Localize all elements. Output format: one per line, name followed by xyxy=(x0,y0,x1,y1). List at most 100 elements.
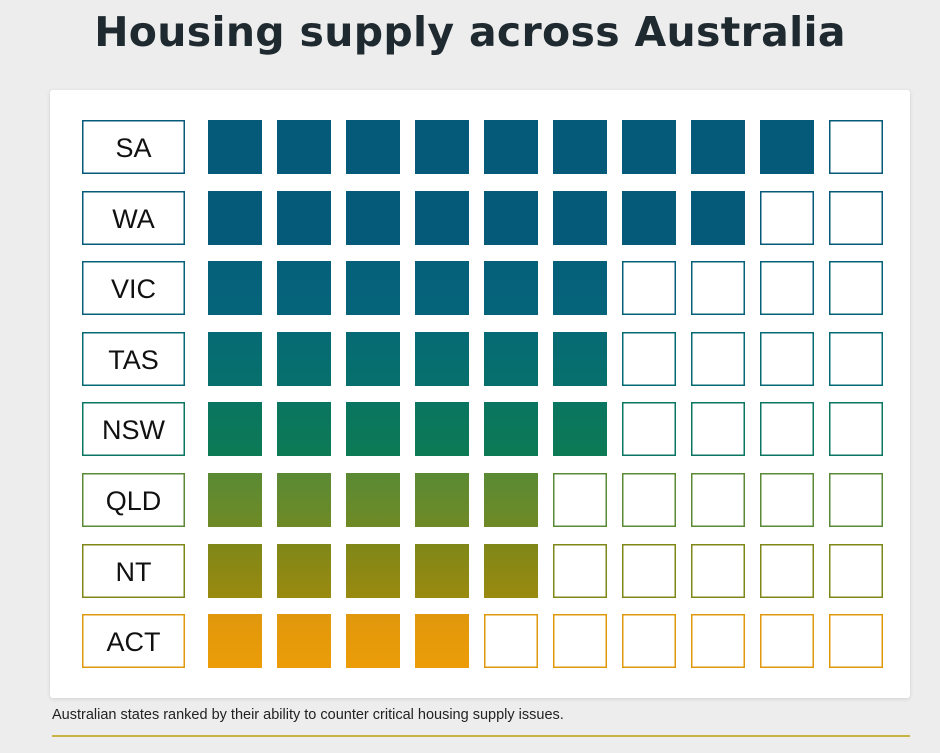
filled-cell xyxy=(484,544,538,598)
empty-cell xyxy=(691,473,745,527)
empty-cell xyxy=(829,332,883,386)
row-label: WA xyxy=(112,204,155,234)
filled-cell xyxy=(553,402,607,456)
row-label-box xyxy=(82,614,185,668)
filled-cell xyxy=(484,120,538,174)
filled-cell xyxy=(553,120,607,174)
filled-cell xyxy=(208,191,262,245)
row-label-box xyxy=(82,261,185,315)
filled-cell xyxy=(208,544,262,598)
empty-cell xyxy=(553,614,607,668)
filled-cell xyxy=(415,332,469,386)
filled-cell xyxy=(277,402,331,456)
empty-cell xyxy=(829,544,883,598)
filled-cell xyxy=(415,120,469,174)
filled-cell xyxy=(484,402,538,456)
empty-cell xyxy=(622,614,676,668)
filled-cell xyxy=(346,544,400,598)
filled-cell xyxy=(415,191,469,245)
empty-cell xyxy=(484,614,538,668)
filled-cell xyxy=(553,261,607,315)
waffle-row-vic: VIC xyxy=(82,261,883,315)
filled-cell xyxy=(622,191,676,245)
filled-cell xyxy=(346,120,400,174)
filled-cell xyxy=(484,473,538,527)
row-label-box xyxy=(82,544,185,598)
waffle-row-act: ACT xyxy=(82,614,883,668)
empty-cell xyxy=(760,261,814,315)
empty-cell xyxy=(760,332,814,386)
empty-cell xyxy=(622,402,676,456)
waffle-row-qld: QLD xyxy=(82,473,883,527)
filled-cell xyxy=(415,261,469,315)
empty-cell xyxy=(553,544,607,598)
empty-cell xyxy=(829,191,883,245)
empty-cell xyxy=(760,402,814,456)
chart-caption: Australian states ranked by their abilit… xyxy=(52,707,564,723)
chart-title: Housing supply across Australia xyxy=(94,8,846,56)
row-label-box xyxy=(82,332,185,386)
filled-cell xyxy=(691,120,745,174)
row-label: SA xyxy=(115,133,151,163)
empty-cell xyxy=(691,261,745,315)
empty-cell xyxy=(553,473,607,527)
empty-cell xyxy=(760,191,814,245)
empty-cell xyxy=(760,544,814,598)
empty-cell xyxy=(829,473,883,527)
filled-cell xyxy=(277,473,331,527)
filled-cell xyxy=(208,332,262,386)
waffle-row-nt: NT xyxy=(82,544,883,598)
row-label: QLD xyxy=(106,486,162,516)
row-label: VIC xyxy=(111,274,156,304)
row-label-box xyxy=(82,120,185,174)
filled-cell xyxy=(484,332,538,386)
filled-cell xyxy=(277,614,331,668)
filled-cell xyxy=(484,261,538,315)
row-label: NT xyxy=(116,557,152,587)
empty-cell xyxy=(829,120,883,174)
filled-cell xyxy=(415,614,469,668)
filled-cell xyxy=(415,402,469,456)
filled-cell xyxy=(277,332,331,386)
filled-cell xyxy=(346,332,400,386)
filled-cell xyxy=(277,261,331,315)
filled-cell xyxy=(277,544,331,598)
filled-cell xyxy=(208,120,262,174)
row-label: ACT xyxy=(107,627,161,657)
row-label-box xyxy=(82,191,185,245)
waffle-row-sa: SA xyxy=(82,120,883,174)
filled-cell xyxy=(415,544,469,598)
empty-cell xyxy=(760,473,814,527)
empty-cell xyxy=(691,544,745,598)
filled-cell xyxy=(208,261,262,315)
filled-cell xyxy=(553,191,607,245)
filled-cell xyxy=(208,402,262,456)
filled-cell xyxy=(277,191,331,245)
filled-cell xyxy=(346,261,400,315)
filled-cell xyxy=(346,614,400,668)
filled-cell xyxy=(208,614,262,668)
filled-cell xyxy=(622,120,676,174)
filled-cell xyxy=(760,120,814,174)
filled-cell xyxy=(484,191,538,245)
empty-cell xyxy=(691,614,745,668)
waffle-row-tas: TAS xyxy=(82,332,883,386)
filled-cell xyxy=(277,120,331,174)
row-label-box xyxy=(82,473,185,527)
filled-cell xyxy=(346,473,400,527)
empty-cell xyxy=(829,614,883,668)
empty-cell xyxy=(622,473,676,527)
filled-cell xyxy=(415,473,469,527)
empty-cell xyxy=(691,402,745,456)
filled-cell xyxy=(346,191,400,245)
waffle-row-nsw: NSW xyxy=(82,402,883,456)
waffle-row-wa: WA xyxy=(82,191,883,245)
filled-cell xyxy=(691,191,745,245)
row-label: NSW xyxy=(102,415,166,445)
row-label: TAS xyxy=(108,345,159,375)
empty-cell xyxy=(622,544,676,598)
filled-cell xyxy=(346,402,400,456)
row-label-box xyxy=(82,402,185,456)
empty-cell xyxy=(622,261,676,315)
